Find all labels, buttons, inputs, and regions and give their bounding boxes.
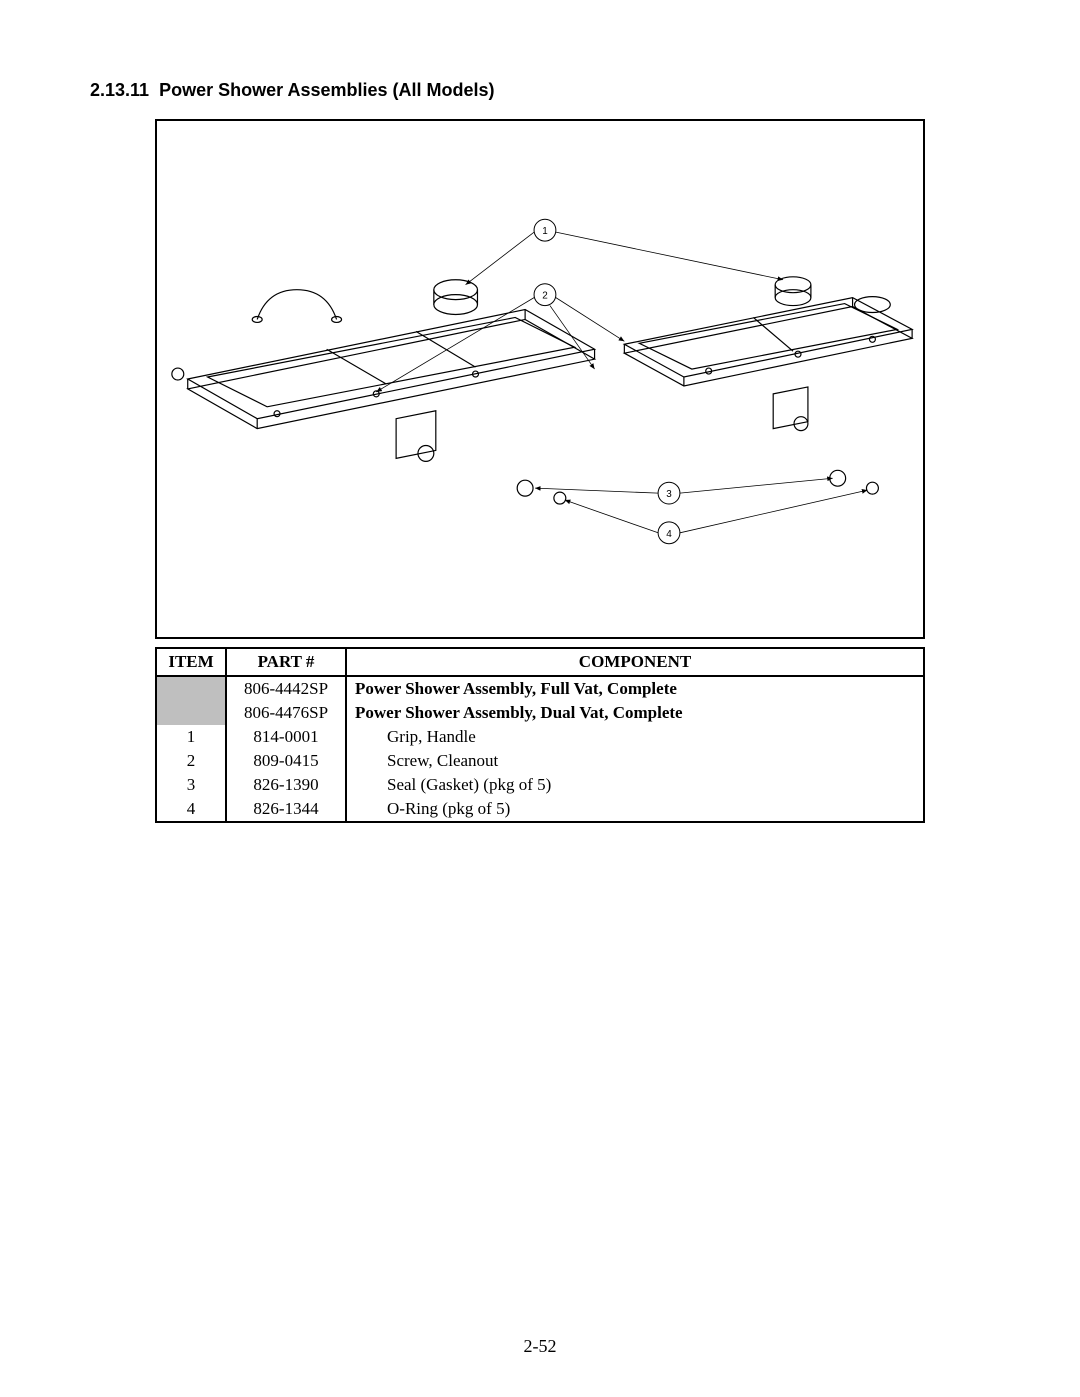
table-row: 806-4442SP Power Shower Assembly, Full V… <box>156 676 924 701</box>
callout-2-label: 2 <box>542 291 548 302</box>
cell-part: 814-0001 <box>226 725 346 749</box>
cell-component: Screw, Cleanout <box>346 749 924 773</box>
table-row: 3 826-1390 Seal (Gasket) (pkg of 5) <box>156 773 924 797</box>
table-row: 2 809-0415 Screw, Cleanout <box>156 749 924 773</box>
header-part: PART # <box>226 648 346 676</box>
header-component: COMPONENT <box>346 648 924 676</box>
cell-component: Seal (Gasket) (pkg of 5) <box>346 773 924 797</box>
callout-4-label: 4 <box>666 529 672 540</box>
table-row: 806-4476SP Power Shower Assembly, Dual V… <box>156 701 924 725</box>
section-heading: Power Shower Assemblies (All Models) <box>159 80 494 100</box>
diagram-svg: 1 2 3 4 <box>157 121 923 637</box>
cell-item: 3 <box>156 773 226 797</box>
cell-item <box>156 701 226 725</box>
table-body: 806-4442SP Power Shower Assembly, Full V… <box>156 676 924 822</box>
table-row: 1 814-0001 Grip, Handle <box>156 725 924 749</box>
parts-table: ITEM PART # COMPONENT 806-4442SP Power S… <box>155 647 925 823</box>
header-item: ITEM <box>156 648 226 676</box>
cell-part: 806-4476SP <box>226 701 346 725</box>
cell-part: 809-0415 <box>226 749 346 773</box>
table-row: 4 826-1344 O-Ring (pkg of 5) <box>156 797 924 822</box>
page: 2.13.11 Power Shower Assemblies (All Mod… <box>0 0 1080 1397</box>
cell-item: 1 <box>156 725 226 749</box>
cell-part: 806-4442SP <box>226 676 346 701</box>
cell-item: 2 <box>156 749 226 773</box>
cell-component: Power Shower Assembly, Full Vat, Complet… <box>346 676 924 701</box>
cell-item: 4 <box>156 797 226 822</box>
callout-1-label: 1 <box>542 226 548 237</box>
page-number: 2-52 <box>0 1336 1080 1357</box>
section-number: 2.13.11 <box>90 80 149 100</box>
callout-3-label: 3 <box>666 489 672 500</box>
cell-component: O-Ring (pkg of 5) <box>346 797 924 822</box>
cell-part: 826-1390 <box>226 773 346 797</box>
cell-item <box>156 676 226 701</box>
cell-component: Grip, Handle <box>346 725 924 749</box>
table-header-row: ITEM PART # COMPONENT <box>156 648 924 676</box>
cell-part: 826-1344 <box>226 797 346 822</box>
cell-component: Power Shower Assembly, Dual Vat, Complet… <box>346 701 924 725</box>
exploded-diagram: 1 2 3 4 <box>155 119 925 639</box>
section-title: 2.13.11 Power Shower Assemblies (All Mod… <box>90 80 990 101</box>
